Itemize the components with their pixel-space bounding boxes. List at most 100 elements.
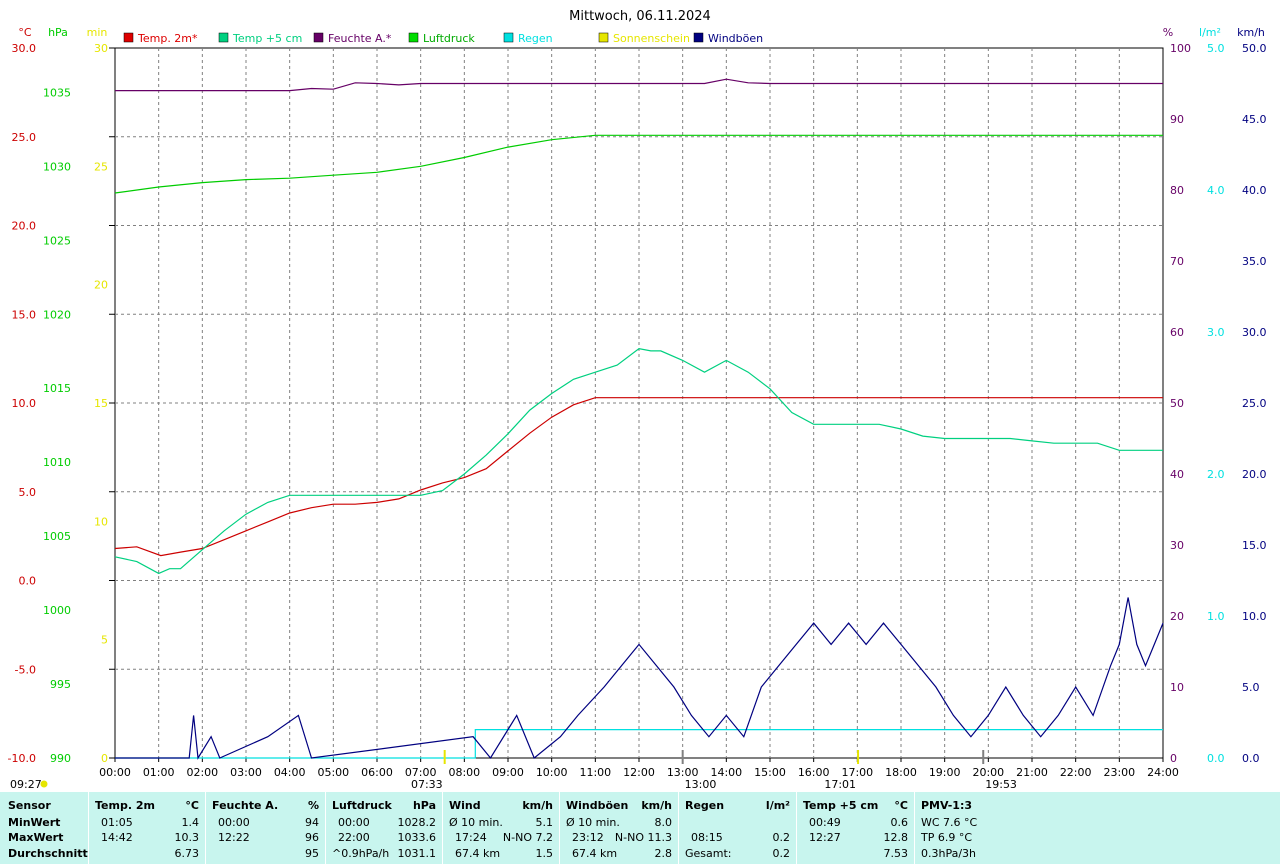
wind-distance: 67.4 km bbox=[455, 847, 501, 860]
tick-label-humidity_pct: 90 bbox=[1170, 113, 1184, 126]
temp2m-head: Temp. 2m bbox=[95, 799, 155, 812]
rain-total-label: Gesamt: bbox=[685, 847, 732, 860]
tick-label-temp_c: 0.0 bbox=[19, 575, 37, 588]
temp2m-min-time: 01:05 bbox=[101, 816, 133, 829]
tick-label-wind_kmh: 15.0 bbox=[1242, 539, 1267, 552]
row-label-sensor: Sensor bbox=[8, 799, 51, 812]
legend-label: Temp. 2m* bbox=[137, 32, 198, 45]
stats-gusts: Windböen km/h Ø 10 min. 8.0 23:12 N-NO 1… bbox=[559, 792, 678, 864]
tick-label-pressure_hpa: 1020 bbox=[43, 308, 71, 321]
temp5cm-head: Temp +5 cm bbox=[803, 799, 879, 812]
pressure-unit: hPa bbox=[412, 799, 436, 812]
pressure-head: Luftdruck bbox=[332, 799, 392, 812]
tick-label-wind_kmh: 20.0 bbox=[1242, 468, 1267, 481]
humidity-max-time: 12:22 bbox=[218, 831, 250, 844]
x-tick-label: 14:00 bbox=[710, 766, 742, 779]
pmv-line2: TP 6.9 °C bbox=[921, 831, 973, 844]
tick-label-wind_kmh: 10.0 bbox=[1242, 610, 1267, 623]
tick-label-pressure_hpa: 1005 bbox=[43, 530, 71, 543]
temp2m-unit: °C bbox=[185, 799, 199, 812]
gusts-distance: 67.4 km bbox=[572, 847, 618, 860]
x-tick-label: 08:00 bbox=[448, 766, 480, 779]
row-label-max: MaxWert bbox=[8, 831, 64, 844]
pmv-line3: 0.3hPa/3h bbox=[921, 847, 977, 860]
row-label-avg: Durchschnitt bbox=[8, 847, 88, 860]
moonrise-label: 09:27 bbox=[10, 778, 42, 791]
stats-rain: Regen l/m² 08:15 0.2 Gesamt: 0.2 bbox=[678, 792, 796, 864]
pmv-line1: WC 7.6 °C bbox=[921, 816, 978, 829]
series-line-windben bbox=[115, 597, 1164, 760]
tick-label-sun_min: 0 bbox=[101, 752, 108, 765]
tick-label-sun_min: 25 bbox=[94, 160, 108, 173]
x-tick-label: 11:00 bbox=[579, 766, 611, 779]
stats-humidity: Feuchte A. % 00:00 94 12:22 96 95 bbox=[205, 792, 325, 864]
tick-label-humidity_pct: 50 bbox=[1170, 397, 1184, 410]
tick-label-temp_c: 20.0 bbox=[12, 220, 37, 233]
legend-swatch bbox=[693, 32, 704, 43]
tick-label-sun_min: 15 bbox=[94, 397, 108, 410]
stats-wind: Wind km/h Ø 10 min. 5.1 17:24 N-NO 7.2 6… bbox=[442, 792, 559, 864]
gusts-head: Windböen bbox=[566, 799, 629, 812]
rain-head: Regen bbox=[685, 799, 725, 812]
x-tick-label: 19:00 bbox=[929, 766, 961, 779]
stats-pressure: Luftdruck hPa 00:00 1028.2 22:00 1033.6 … bbox=[325, 792, 442, 864]
temp2m-avg: 6.73 bbox=[174, 847, 200, 860]
rain-total: 0.2 bbox=[772, 847, 791, 860]
tick-label-wind_kmh: 5.0 bbox=[1242, 681, 1260, 694]
x-tick-label: 22:00 bbox=[1060, 766, 1092, 779]
tick-label-temp_c: -5.0 bbox=[15, 663, 36, 676]
pressure-min: 1028.2 bbox=[397, 816, 437, 829]
tick-label-humidity_pct: 0 bbox=[1170, 752, 1177, 765]
series-line-temp5cm bbox=[114, 347, 1163, 575]
x-tick-label: 15:00 bbox=[754, 766, 786, 779]
stats-pmv: PMV-1:3 WC 7.6 °C TP 6.9 °C 0.3hPa/3h bbox=[914, 792, 1035, 864]
gusts-max-time: 23:12 bbox=[572, 831, 604, 844]
x-tick-label: 20:00 bbox=[972, 766, 1004, 779]
solar-noon-marker-label: 13:00 bbox=[685, 778, 717, 791]
weather-chart: Mittwoch, 06.11.2024 °C hPa min % l/m² k… bbox=[8, 9, 1267, 791]
gusts-min-label: Ø 10 min. bbox=[566, 816, 620, 829]
axis-unit-wind: km/h bbox=[1237, 26, 1265, 39]
legend: Temp. 2m* Temp +5 cm Feuchte A.* Luftdruck R… bbox=[123, 32, 763, 45]
axis-unit-sun: min bbox=[87, 26, 108, 39]
tick-label-temp_c: 25.0 bbox=[12, 131, 37, 144]
tick-label-sun_min: 5 bbox=[101, 634, 108, 647]
tick-label-wind_kmh: 0.0 bbox=[1242, 752, 1260, 765]
pressure-trend: ^0.9hPa/h bbox=[332, 847, 390, 860]
pressure-min-time: 00:00 bbox=[338, 816, 370, 829]
legend-swatch bbox=[313, 32, 324, 43]
tick-label-humidity_pct: 10 bbox=[1170, 681, 1184, 694]
legend-swatch bbox=[408, 32, 419, 43]
legend-label: Luftdruck bbox=[423, 32, 475, 45]
statistics-panel: Sensor MinWert MaxWert Durchschnitt Temp… bbox=[0, 792, 1280, 864]
series-line-luftdruck bbox=[114, 134, 1163, 194]
tick-label-wind_kmh: 45.0 bbox=[1242, 113, 1267, 126]
x-tick-label: 24:00 bbox=[1147, 766, 1179, 779]
tick-label-humidity_pct: 60 bbox=[1170, 326, 1184, 339]
series-line-temp2m bbox=[114, 397, 1163, 557]
gusts-max: N-NO 11.3 bbox=[614, 831, 672, 844]
tick-label-rain_lm2: 0.0 bbox=[1207, 752, 1225, 765]
moon-icon bbox=[40, 780, 48, 788]
tick-label-temp_c: 10.0 bbox=[12, 397, 37, 410]
sun-moon-markers: 07:33 17:01 13:00 19:53 09:27 bbox=[10, 750, 1017, 791]
x-tick-label: 00:00 bbox=[99, 766, 131, 779]
tick-label-wind_kmh: 35.0 bbox=[1242, 255, 1267, 268]
legend-swatch bbox=[123, 32, 134, 43]
tick-label-wind_kmh: 30.0 bbox=[1242, 326, 1267, 339]
temp5cm-avg: 7.53 bbox=[883, 847, 909, 860]
tick-label-rain_lm2: 3.0 bbox=[1207, 326, 1225, 339]
chart-title: Mittwoch, 06.11.2024 bbox=[569, 9, 711, 24]
temp5cm-unit: °C bbox=[894, 799, 908, 812]
axis-unit-pressure: hPa bbox=[48, 26, 68, 39]
tick-label-temp_c: 30.0 bbox=[12, 42, 37, 55]
wind-max: N-NO 7.2 bbox=[502, 831, 553, 844]
x-tick-label: 09:00 bbox=[492, 766, 524, 779]
legend-label: Feuchte A.* bbox=[328, 32, 392, 45]
axis-unit-temp: °C bbox=[18, 26, 32, 39]
wind-min: 5.1 bbox=[535, 816, 554, 829]
tick-label-temp_c: -10.0 bbox=[8, 752, 36, 765]
rain-max-time: 08:15 bbox=[691, 831, 723, 844]
pressure-avg: 1031.1 bbox=[397, 847, 437, 860]
tick-label-humidity_pct: 30 bbox=[1170, 539, 1184, 552]
